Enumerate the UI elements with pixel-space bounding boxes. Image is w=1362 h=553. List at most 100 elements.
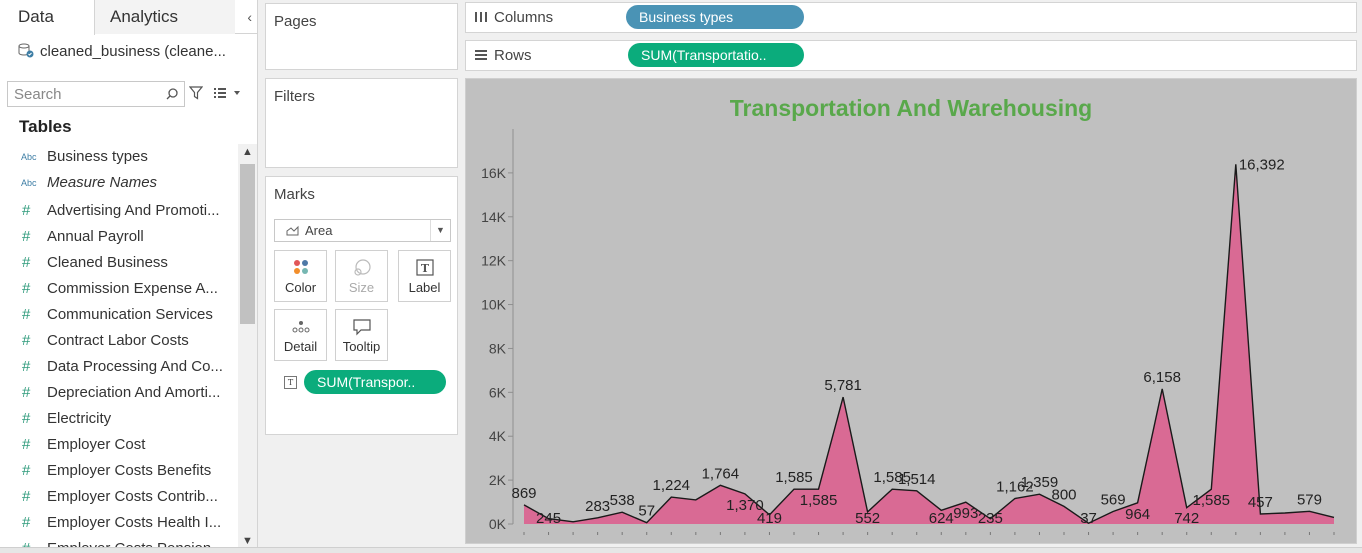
tab-analytics[interactable]: Analytics bbox=[95, 0, 235, 34]
color-button[interactable]: Color bbox=[274, 250, 327, 302]
y-tick-label: 2K bbox=[489, 472, 507, 488]
measure-type-icon: # bbox=[22, 436, 31, 453]
size-button[interactable]: Size bbox=[335, 250, 388, 302]
text-label-icon: T bbox=[284, 376, 297, 389]
search-input[interactable] bbox=[8, 82, 158, 106]
data-label: 457 bbox=[1248, 494, 1273, 511]
dimension-type-icon: Abc bbox=[21, 152, 37, 162]
datasource-name: cleaned_business (cleane... bbox=[40, 43, 226, 60]
field-name: Employer Costs Contrib... bbox=[47, 488, 218, 505]
field-item[interactable]: Abc Business types bbox=[0, 144, 238, 170]
data-label: 1,224 bbox=[652, 477, 690, 494]
y-tick-label: 0K bbox=[489, 516, 507, 532]
tooltip-label: Tooltip bbox=[342, 339, 381, 354]
field-item[interactable]: # Employer Cost bbox=[0, 432, 238, 458]
mark-type-dropdown[interactable]: Area ▼ bbox=[274, 219, 451, 242]
data-label: 419 bbox=[757, 510, 782, 527]
data-label: 624 bbox=[929, 510, 954, 527]
size-icon bbox=[354, 259, 371, 276]
area-series-outline bbox=[523, 164, 1335, 525]
field-item[interactable]: #Employer Costs Pension... bbox=[0, 536, 238, 553]
data-label: 569 bbox=[1101, 492, 1126, 509]
data-label: 993 bbox=[953, 505, 978, 522]
detail-label: Detail bbox=[283, 339, 318, 354]
y-tick-label: 6K bbox=[489, 384, 507, 400]
data-label: 1,585 bbox=[873, 469, 911, 486]
chevron-down-icon[interactable]: ▼ bbox=[430, 220, 450, 241]
dimension-type-icon: Abc bbox=[21, 178, 37, 188]
tooltip-button[interactable]: Tooltip bbox=[335, 309, 388, 361]
data-pane: Data Analytics ‹ cleaned_business (clean… bbox=[0, 0, 258, 553]
field-name: Employer Cost bbox=[47, 436, 146, 453]
field-name: Cleaned Business bbox=[47, 254, 168, 271]
field-item[interactable]: # Employer Costs Health I... bbox=[0, 510, 238, 536]
columns-shelf[interactable]: Columns Business types bbox=[465, 2, 1357, 33]
measure-type-icon: # bbox=[22, 280, 31, 297]
columns-label-wrap: Columns bbox=[474, 3, 553, 32]
field-item[interactable]: # Commission Expense A... bbox=[0, 276, 238, 302]
y-tick-label: 12K bbox=[481, 253, 507, 269]
field-item[interactable]: # Advertising And Promoti... bbox=[0, 198, 238, 224]
data-label: 283 bbox=[585, 498, 610, 515]
y-tick-label: 16K bbox=[481, 165, 507, 181]
field-item[interactable]: # Electricity bbox=[0, 406, 238, 432]
search-box bbox=[7, 81, 185, 107]
field-item[interactable]: # Annual Payroll bbox=[0, 224, 238, 250]
field-name: Employer Costs Benefits bbox=[47, 462, 212, 479]
search-icon[interactable] bbox=[165, 87, 179, 101]
chart-view[interactable]: Transportation And Warehousing 0K 2K 4K 6K 8K… bbox=[465, 78, 1357, 544]
field-item[interactable]: # Cleaned Business bbox=[0, 250, 238, 276]
field-list-scrollbar[interactable]: ▲ ▼ bbox=[238, 144, 257, 549]
measure-type-icon: # bbox=[22, 410, 31, 427]
field-item[interactable]: # Employer Costs Contrib... bbox=[0, 484, 238, 510]
pages-shelf[interactable]: Pages bbox=[265, 3, 458, 70]
rows-measure-pill[interactable]: SUM(Transportatio.. bbox=[628, 43, 804, 67]
scroll-thumb[interactable] bbox=[240, 164, 255, 324]
datasource-item[interactable]: cleaned_business (cleane... bbox=[18, 42, 226, 60]
label-label: Label bbox=[408, 280, 441, 295]
rows-shelf[interactable]: Rows SUM(Transportatio.. bbox=[465, 40, 1357, 71]
data-label: 1,370 bbox=[726, 497, 764, 514]
tab-data[interactable]: Data bbox=[0, 0, 95, 35]
measure-type-icon: # bbox=[22, 358, 31, 375]
field-name: Communication Services bbox=[47, 306, 213, 323]
field-item[interactable]: # Contract Labor Costs bbox=[0, 328, 238, 354]
data-label: 6,158 bbox=[1143, 369, 1181, 386]
pages-title: Pages bbox=[274, 13, 317, 30]
data-label: 1,514 bbox=[898, 471, 936, 488]
field-name: Depreciation And Amorti... bbox=[47, 384, 221, 401]
scroll-up-icon[interactable]: ▲ bbox=[242, 146, 253, 158]
data-label: 1,585 bbox=[800, 492, 838, 509]
field-item[interactable]: # Data Processing And Co... bbox=[0, 354, 238, 380]
filters-shelf[interactable]: Filters bbox=[265, 78, 458, 168]
view-options-icon[interactable] bbox=[213, 86, 243, 100]
pane-tabs: Data Analytics ‹ bbox=[0, 0, 257, 35]
marks-measure-pill[interactable]: SUM(Transpor.. bbox=[304, 370, 446, 394]
field-item[interactable]: # Employer Costs Benefits bbox=[0, 458, 238, 484]
field-item[interactable]: # Communication Services bbox=[0, 302, 238, 328]
area-chart: Transportation And Warehousing 0K 2K 4K 6K 8K… bbox=[481, 95, 1335, 535]
measure-type-icon: # bbox=[22, 462, 31, 479]
data-label: 552 bbox=[855, 510, 880, 527]
measure-type-icon: # bbox=[22, 514, 31, 531]
field-name: Commission Expense A... bbox=[47, 280, 218, 297]
data-label: 1,162 bbox=[996, 479, 1034, 496]
label-button[interactable]: T Label bbox=[398, 250, 451, 302]
field-name: Electricity bbox=[47, 410, 112, 427]
svg-text:T: T bbox=[421, 262, 430, 275]
label-icon: T bbox=[416, 259, 434, 276]
tables-heading: Tables bbox=[19, 117, 72, 136]
area-series bbox=[524, 164, 1334, 525]
field-item[interactable]: # Depreciation And Amorti... bbox=[0, 380, 238, 406]
measure-type-icon: # bbox=[22, 228, 31, 245]
scroll-down-icon[interactable]: ▼ bbox=[242, 535, 253, 547]
data-label: 235 bbox=[978, 510, 1003, 527]
data-label: 1,764 bbox=[702, 465, 740, 482]
data-label: 1,359 bbox=[1021, 474, 1059, 491]
columns-dimension-pill[interactable]: Business types bbox=[626, 5, 804, 29]
detail-button[interactable]: Detail bbox=[274, 309, 327, 361]
collapse-pane-icon[interactable]: ‹ bbox=[247, 9, 252, 25]
filter-icon[interactable] bbox=[189, 86, 203, 100]
field-item[interactable]: Abc Measure Names bbox=[0, 170, 238, 196]
